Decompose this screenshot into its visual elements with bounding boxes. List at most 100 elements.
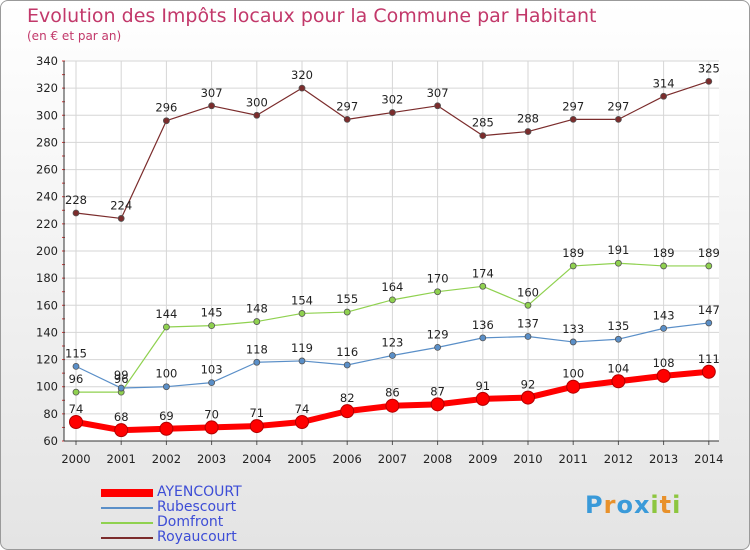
legend-swatch [101,522,153,524]
data-point [253,111,261,119]
data-label: 302 [381,93,403,107]
data-point [479,334,487,342]
data-point [479,132,487,140]
data-label: 68 [114,410,129,424]
data-label: 297 [562,99,584,113]
data-label: 104 [607,361,629,375]
data-label: 174 [472,266,494,280]
data-label: 143 [653,308,675,322]
data-point [208,102,216,110]
data-label: 71 [249,406,264,420]
data-label: 147 [698,303,720,317]
data-point [72,209,80,217]
data-label: 155 [336,292,358,306]
data-label: 69 [159,409,174,423]
data-label: 189 [698,246,720,260]
data-label: 115 [65,346,87,360]
data-label: 87 [430,384,445,398]
data-point [615,335,622,343]
data-label: 116 [336,345,358,359]
data-label: 145 [201,306,223,320]
data-label: 314 [653,76,675,90]
data-point [72,362,80,370]
data-label: 189 [562,246,584,260]
data-point [388,296,396,304]
y-tick-label: 260 [36,163,58,177]
data-label: 296 [155,101,177,115]
y-tick-label: 280 [36,135,58,149]
data-label: 320 [291,68,313,82]
data-point [298,84,306,92]
data-point [162,383,170,391]
data-label: 92 [521,378,536,392]
data-label: 82 [340,391,355,405]
x-tick-label: 2010 [513,452,542,466]
chart-title: Evolution des Impôts locaux pour la Comm… [27,5,597,27]
logo-letter: i [650,491,660,519]
data-label: 74 [69,402,84,416]
data-label: 135 [607,319,629,333]
data-point [705,262,713,270]
data-label: 228 [65,193,87,207]
logo-letter: i [672,491,682,519]
y-tick-label: 100 [36,380,58,394]
data-point [117,215,125,222]
x-tick-label: 2007 [378,452,407,466]
data-point [208,322,216,330]
data-point [340,404,355,419]
data-label: 191 [607,243,629,257]
y-tick-label: 80 [43,407,58,421]
data-label: 100 [562,367,584,381]
data-point [162,117,170,125]
data-label: 129 [427,327,449,341]
data-label: 164 [381,280,403,294]
data-point [117,384,125,392]
y-tick-label: 300 [36,108,58,122]
data-label: 136 [472,318,494,332]
data-point [569,338,577,346]
data-label: 108 [653,356,675,370]
data-label: 91 [475,379,490,393]
data-label: 118 [246,342,268,356]
x-tick-label: 2006 [333,452,362,466]
legend-label: AYENCOURT [157,484,242,500]
data-label: 137 [517,317,539,331]
logo-letter: t [659,491,673,519]
legend-swatch [101,489,153,497]
data-point [298,310,306,317]
data-label: 86 [385,386,400,400]
x-tick-label: 2002 [152,452,181,466]
data-point [253,358,261,366]
y-tick-label: 320 [36,81,58,95]
data-point [524,333,532,340]
data-label: 144 [155,307,177,321]
legend-label: Rubescourt [157,499,237,515]
data-label: 96 [69,372,84,386]
data-point [615,259,622,267]
data-label: 148 [246,302,268,316]
logo-letter: r [603,491,617,519]
data-point [660,92,667,100]
data-point [208,379,216,387]
data-label: 297 [607,99,629,113]
data-point [569,115,577,123]
data-point [298,357,306,365]
data-point [705,319,713,327]
y-tick-label: 160 [36,298,58,312]
x-tick-label: 2014 [694,452,723,466]
x-tick-label: 2001 [107,452,136,466]
data-point [69,415,83,429]
data-point [569,262,577,270]
data-point [343,361,351,369]
data-label: 224 [110,198,132,212]
y-tick-label: 220 [36,217,58,231]
y-tick-label: 240 [36,190,58,204]
x-tick-label: 2008 [423,452,452,466]
x-tick-label: 2011 [559,452,588,466]
data-point [434,102,442,110]
legend-swatch [101,537,153,539]
data-label: 74 [295,402,310,416]
data-point [524,128,532,135]
